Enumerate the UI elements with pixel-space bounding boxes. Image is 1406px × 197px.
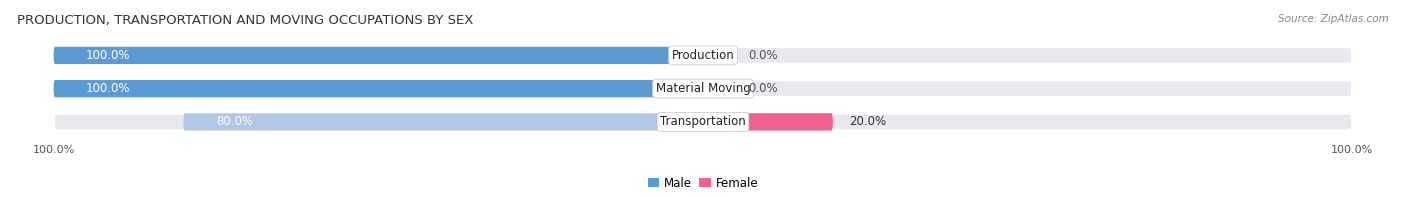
Text: 100.0%: 100.0% bbox=[86, 82, 131, 95]
Legend: Male, Female: Male, Female bbox=[643, 172, 763, 194]
Text: 100.0%: 100.0% bbox=[86, 49, 131, 62]
FancyBboxPatch shape bbox=[53, 80, 1353, 97]
FancyBboxPatch shape bbox=[53, 80, 703, 97]
Text: 0.0%: 0.0% bbox=[748, 82, 778, 95]
Text: 0.0%: 0.0% bbox=[748, 49, 778, 62]
Text: Transportation: Transportation bbox=[661, 115, 745, 128]
FancyBboxPatch shape bbox=[53, 47, 703, 64]
Text: 80.0%: 80.0% bbox=[217, 115, 253, 128]
Text: PRODUCTION, TRANSPORTATION AND MOVING OCCUPATIONS BY SEX: PRODUCTION, TRANSPORTATION AND MOVING OC… bbox=[17, 14, 474, 27]
Text: Production: Production bbox=[672, 49, 734, 62]
FancyBboxPatch shape bbox=[183, 113, 703, 131]
FancyBboxPatch shape bbox=[53, 113, 1353, 131]
FancyBboxPatch shape bbox=[53, 47, 1353, 64]
Text: 20.0%: 20.0% bbox=[849, 115, 886, 128]
Text: Source: ZipAtlas.com: Source: ZipAtlas.com bbox=[1278, 14, 1389, 24]
FancyBboxPatch shape bbox=[703, 113, 832, 131]
Text: Material Moving: Material Moving bbox=[655, 82, 751, 95]
